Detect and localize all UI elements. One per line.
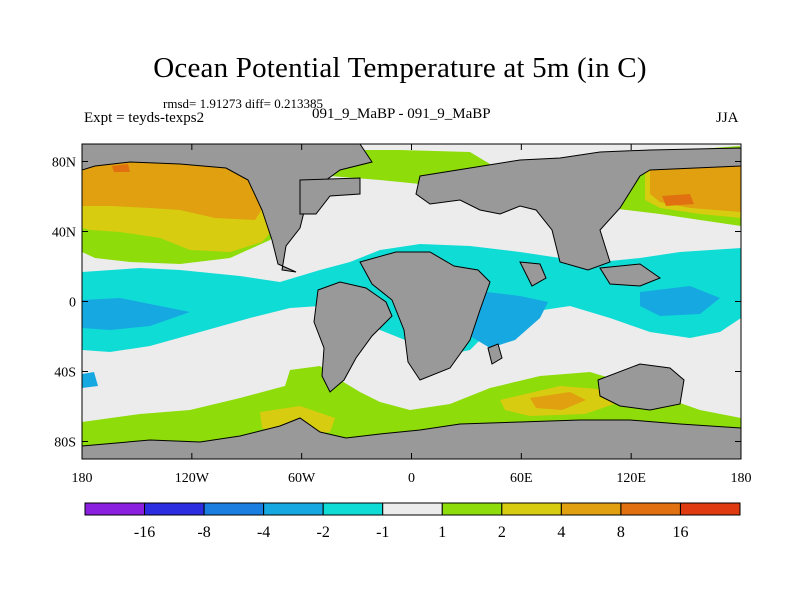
- land-south-america: [313, 281, 393, 393]
- colorbar-swatch: [620, 502, 681, 516]
- x-tick-label: 0: [408, 471, 415, 486]
- comparison-label: 091_9_MaBP - 091_9_MaBP: [312, 106, 491, 122]
- colorbar-label: -1: [376, 524, 389, 541]
- colorbar-label: 4: [557, 524, 565, 541]
- colorbar-swatch: [144, 502, 205, 516]
- map-plot-area: [82, 144, 741, 459]
- colorbar-label: 16: [672, 524, 688, 541]
- land-indian-subcontinent: [519, 261, 547, 287]
- land-madagascar: [487, 343, 503, 365]
- land-greenland-europe-asia: [299, 177, 361, 215]
- x-tick-label: 120W: [175, 471, 210, 486]
- colorbar: -16 -8 -4 -2 -1 1 2 4 8 16: [84, 502, 741, 541]
- colorbar-label: -8: [197, 524, 210, 541]
- land-maritime-continent: [599, 263, 662, 287]
- contour-positive-16: [662, 194, 694, 206]
- x-tick-label: 60W: [288, 471, 316, 486]
- experiment-label: Expt = teyds-texps2: [84, 110, 205, 126]
- colorbar-swatch: [441, 502, 503, 516]
- contour-positive-8: [530, 392, 586, 410]
- axis-ticks: 180 120W 60W 0 60E 120E 180 80N 40N 0 40S 80S: [52, 144, 752, 486]
- land-north-america: [82, 144, 373, 273]
- x-tick-label: 120E: [616, 471, 646, 486]
- colorbar-swatch: [263, 502, 324, 516]
- colorbar-label: 2: [498, 524, 506, 541]
- season-label: JJA: [716, 110, 739, 126]
- colorbar-label: 1: [438, 524, 446, 541]
- contour-negative-2: [82, 372, 98, 388]
- colorbar-label: -2: [317, 524, 330, 541]
- colorbar-swatch: [501, 502, 562, 516]
- contour-positive-16: [112, 164, 130, 172]
- colorbar-swatch: [382, 502, 443, 516]
- chart-title: Ocean Potential Temperature at 5m (in C): [153, 52, 647, 84]
- contour-negative-2: [470, 290, 548, 348]
- y-tick-label: 40S: [54, 366, 76, 381]
- colorbar-swatch: [203, 502, 265, 516]
- colorbar-label: -16: [134, 524, 155, 541]
- x-tick-label: 180: [731, 471, 752, 486]
- contour-positive-8: [82, 158, 268, 220]
- land-australia: [597, 363, 685, 411]
- land-eurasia: [415, 147, 741, 271]
- land-africa: [359, 251, 491, 381]
- contour-negative-2: [82, 298, 190, 330]
- y-tick-label: 0: [69, 296, 76, 311]
- colorbar-swatch: [560, 502, 622, 516]
- colorbar-swatch: [679, 502, 741, 516]
- land-antarctica: [82, 417, 741, 459]
- contour-negative-2: [640, 286, 720, 316]
- y-tick-label: 40N: [52, 226, 76, 241]
- colorbar-swatch: [84, 502, 146, 516]
- land-masses: [82, 144, 741, 459]
- x-tick-label: 60E: [510, 471, 533, 486]
- y-tick-label: 80S: [54, 436, 76, 451]
- colorbar-label: 8: [617, 524, 625, 541]
- y-tick-label: 80N: [52, 156, 76, 171]
- x-tick-label: 180: [72, 471, 93, 486]
- colorbar-label: -4: [257, 524, 270, 541]
- stats-label: rmsd= 1.91273 diff= 0.213385: [163, 96, 323, 111]
- colorbar-swatch: [322, 502, 384, 516]
